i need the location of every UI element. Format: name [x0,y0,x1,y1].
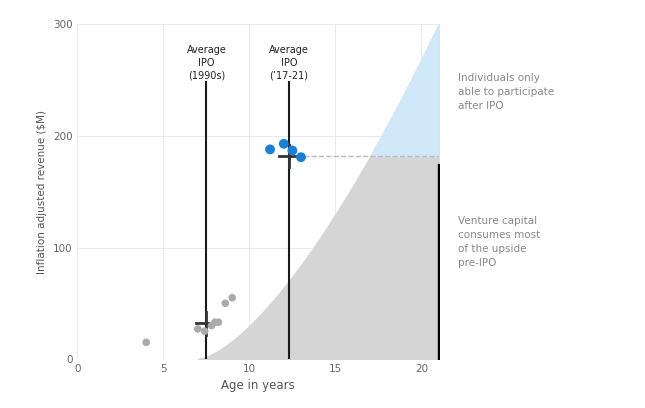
Point [227,295,237,301]
Point [193,326,203,332]
Point [296,154,306,160]
Point [206,322,217,329]
Point [220,300,230,306]
Text: Individuals only
able to participate
after IPO: Individuals only able to participate aft… [458,73,554,111]
Y-axis label: Inflation adjusted revenue ($M): Inflation adjusted revenue ($M) [37,110,47,274]
Point [279,140,289,147]
X-axis label: Age in years: Age in years [221,379,295,392]
Point [210,319,220,326]
Text: Average
IPO
(1990s): Average IPO (1990s) [186,45,226,80]
Point [287,147,297,154]
Text: Average
IPO
(’17-21): Average IPO (’17-21) [269,45,309,80]
Text: Venture capital
consumes most
of the upside
pre-IPO: Venture capital consumes most of the ups… [458,216,541,268]
Point [265,146,275,153]
Point [141,339,152,346]
Point [213,319,224,326]
Point [199,328,210,335]
